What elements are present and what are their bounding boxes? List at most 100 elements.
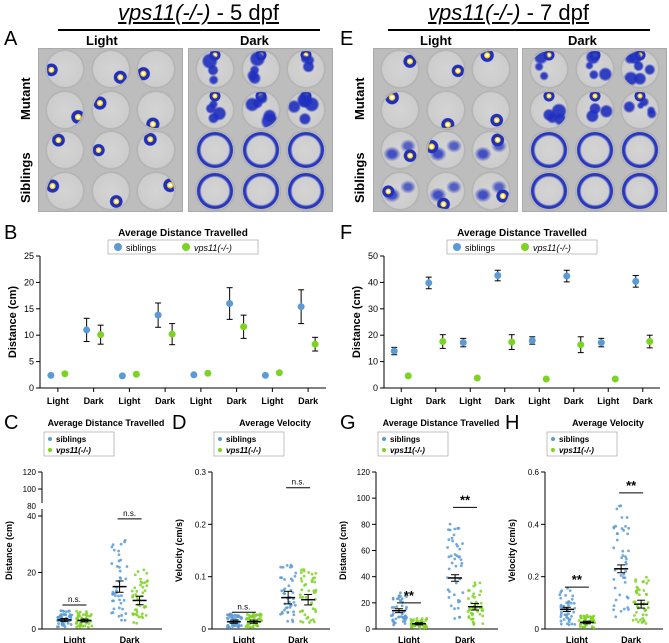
data-point-siblings <box>283 608 286 612</box>
data-point-mutant <box>144 613 148 617</box>
data-point-mutant <box>645 613 648 617</box>
well <box>240 49 281 90</box>
legend-marker-siblings <box>114 243 122 251</box>
data-point-siblings <box>226 616 229 620</box>
data-point-mutant <box>415 617 419 620</box>
data-point-siblings <box>612 604 616 608</box>
legend-label-mutant: vps11(-/-) <box>559 446 594 455</box>
data-point-siblings <box>448 528 452 532</box>
data-point-mutant <box>467 616 471 620</box>
data-point-siblings <box>425 279 433 287</box>
well <box>240 89 281 130</box>
data-point-siblings <box>614 615 618 619</box>
well <box>425 49 466 90</box>
well <box>379 130 420 171</box>
data-point-mutant <box>634 579 637 583</box>
data-point-siblings <box>456 606 460 610</box>
data-point-mutant <box>306 615 310 619</box>
y-axis-label: Distance (cm) <box>7 286 19 358</box>
data-point-mutant <box>204 369 212 377</box>
data-point-mutant <box>77 613 81 616</box>
data-point-siblings <box>112 548 116 552</box>
x-tick-label: Dark <box>84 396 105 406</box>
well <box>44 170 85 211</box>
data-point-siblings <box>453 527 457 531</box>
data-point-siblings <box>621 554 625 557</box>
data-point-siblings <box>460 561 464 565</box>
data-point-mutant <box>298 593 302 597</box>
data-point-mutant <box>310 580 314 584</box>
data-point-mutant <box>87 622 91 626</box>
data-point-mutant <box>61 370 69 378</box>
left-header-rule <box>58 29 320 31</box>
x-tick-label: Dark <box>298 396 319 406</box>
legend-marker-mutant <box>382 448 386 452</box>
legend-box <box>377 431 449 457</box>
data-point-siblings <box>572 601 576 605</box>
data-point-siblings <box>117 559 121 563</box>
data-point-mutant <box>646 606 650 610</box>
data-point-siblings <box>597 339 605 347</box>
data-point-siblings <box>632 277 640 285</box>
data-point-siblings <box>63 625 67 629</box>
data-point-siblings <box>559 615 563 618</box>
data-point-siblings <box>559 603 563 607</box>
data-point-mutant <box>139 583 142 587</box>
data-point-mutant <box>641 613 645 617</box>
data-point-siblings <box>110 545 114 549</box>
data-point-mutant <box>439 338 447 346</box>
data-point-mutant <box>90 624 94 628</box>
data-point-siblings <box>561 606 564 609</box>
legend-marker-siblings <box>551 437 555 441</box>
data-point-siblings <box>111 543 115 546</box>
data-point-mutant <box>425 617 429 620</box>
data-point-mutant <box>299 571 303 574</box>
data-point-mutant <box>478 593 481 597</box>
data-point-mutant <box>300 579 304 583</box>
well <box>574 130 615 171</box>
data-point-siblings <box>124 612 128 615</box>
data-point-siblings <box>626 606 630 609</box>
data-point-mutant <box>473 583 477 587</box>
data-point-siblings <box>618 593 622 597</box>
data-point-siblings <box>564 613 568 617</box>
data-point-siblings <box>60 615 64 619</box>
left-title-age: - 5 dpf <box>210 0 279 25</box>
y-tick-label: 20 <box>361 599 370 608</box>
data-point-mutant <box>131 613 135 616</box>
data-point-siblings <box>623 580 627 584</box>
data-point-siblings <box>461 542 464 546</box>
data-point-mutant <box>643 609 647 613</box>
legend-marker-siblings <box>48 437 52 441</box>
data-point-siblings <box>455 542 458 546</box>
legend-marker-siblings <box>218 437 222 441</box>
data-point-siblings <box>283 578 286 581</box>
data-point-mutant <box>578 625 582 628</box>
well <box>194 130 235 171</box>
data-point-siblings <box>570 615 573 618</box>
panel-letter-h: H <box>505 412 520 434</box>
data-point-mutant <box>303 583 306 587</box>
right-header-rule <box>388 29 650 31</box>
data-point-siblings <box>450 536 454 540</box>
data-point-mutant <box>302 574 306 578</box>
data-point-siblings <box>446 546 450 549</box>
x-tick-label: Light <box>390 396 412 406</box>
chart-c: Average Distance Travelled siblings vps11(… <box>4 418 164 643</box>
chart-title: Average Distance Travelled <box>118 228 248 239</box>
data-point-mutant <box>585 614 589 618</box>
data-point-siblings <box>494 272 502 280</box>
data-point-siblings <box>118 372 126 380</box>
well <box>90 170 131 211</box>
data-point-siblings <box>394 617 398 621</box>
data-point-mutant <box>75 625 79 629</box>
data-point-mutant <box>311 618 315 622</box>
data-point-mutant <box>132 370 140 378</box>
significance-label: ** <box>460 492 471 507</box>
data-point-mutant <box>409 622 413 625</box>
data-point-siblings <box>613 586 617 590</box>
y-tick-label: 0 <box>373 383 378 393</box>
data-point-siblings <box>280 610 284 614</box>
well <box>471 130 512 171</box>
data-point-siblings <box>391 619 395 623</box>
